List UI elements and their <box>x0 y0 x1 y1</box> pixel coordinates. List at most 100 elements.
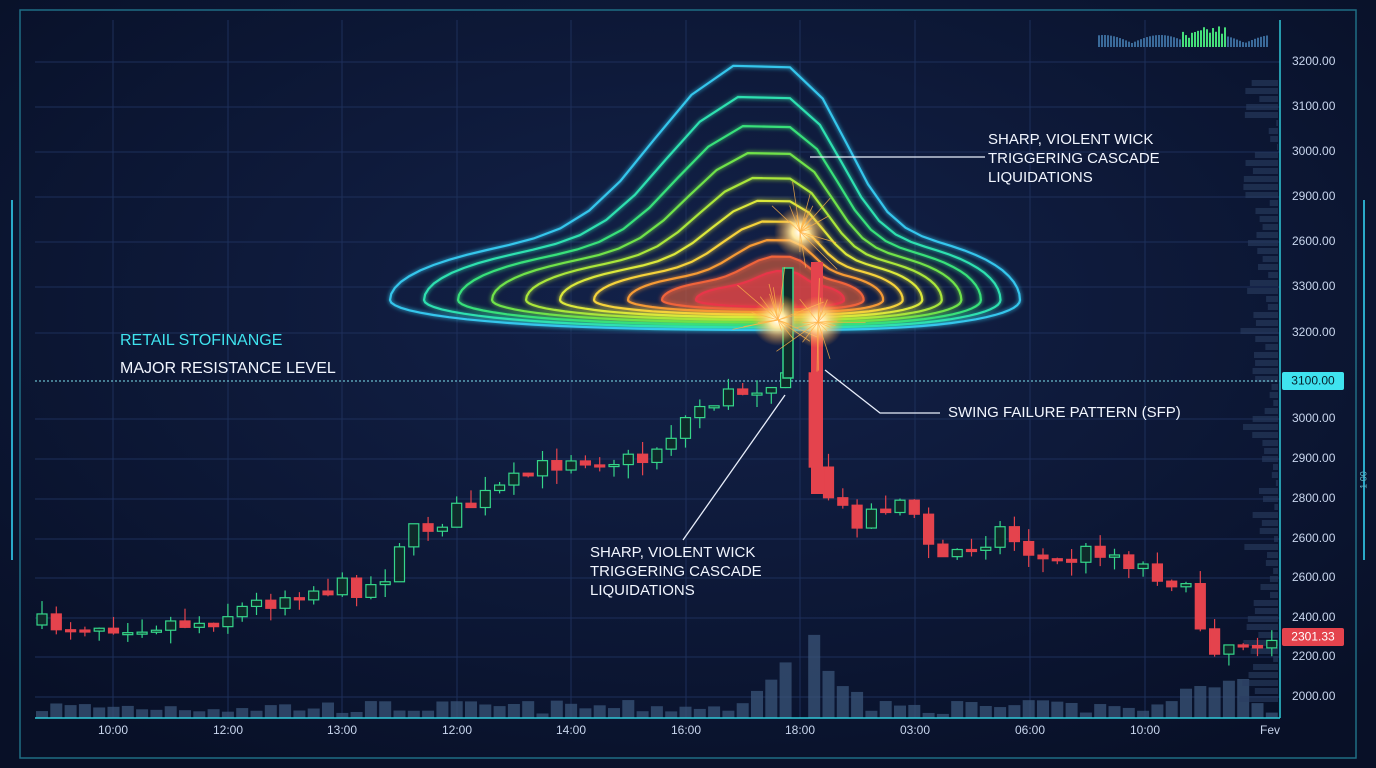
volume-bar <box>1194 686 1207 718</box>
spark-ray <box>816 321 819 372</box>
volume-bar <box>107 706 120 718</box>
spark-ray <box>799 231 820 243</box>
candle-body <box>908 499 920 515</box>
mini-bar <box>1101 35 1103 47</box>
candle-body <box>336 577 348 596</box>
y-tick-label: 2600.00 <box>1292 531 1336 545</box>
depth-bar <box>1247 288 1278 294</box>
mini-bar <box>1221 33 1223 47</box>
spark-ray <box>771 205 801 233</box>
candle-body <box>351 577 363 598</box>
depth-bar <box>1269 576 1278 582</box>
current-tag <box>1282 628 1344 646</box>
depth-bar <box>1252 512 1278 518</box>
candle-body <box>536 460 549 477</box>
annotation: SHARP, VIOLENT WICK <box>988 131 1153 148</box>
mini-bar <box>1260 36 1262 47</box>
volume-bar <box>951 701 964 718</box>
depth-bar <box>1246 624 1278 630</box>
depth-bar <box>1270 592 1278 598</box>
depth-bar <box>1259 96 1278 102</box>
volume-bar <box>565 703 578 718</box>
candle-body <box>393 546 406 583</box>
volume-bar <box>136 709 149 718</box>
candle-body <box>222 616 234 628</box>
mini-bar <box>1251 39 1253 47</box>
spark-ray <box>789 205 801 233</box>
x-tick-label: 12:00 <box>442 723 472 737</box>
volume-bar <box>179 710 191 718</box>
y-tick-label: 2200.00 <box>1292 649 1336 663</box>
volume-bar <box>1208 687 1221 718</box>
mini-bar <box>1164 35 1166 47</box>
mini-bar <box>1233 38 1235 47</box>
resistance-tag-text: 3100.00 <box>1291 374 1335 388</box>
mini-bar <box>1200 30 1202 47</box>
depth-bar <box>1264 408 1278 414</box>
candle-body <box>851 504 863 529</box>
mini-bar <box>1107 35 1109 47</box>
x-tick-label: 10:00 <box>1130 723 1160 737</box>
candle-body <box>1137 563 1149 570</box>
volume-bar <box>1151 704 1164 718</box>
mini-bar <box>1248 41 1250 47</box>
contour <box>558 199 924 319</box>
mini-bar <box>1098 35 1100 47</box>
mini-bar <box>1173 37 1175 47</box>
candle-body <box>1251 644 1264 649</box>
depth-bar <box>1269 200 1278 206</box>
volume-bar <box>379 701 392 718</box>
depth-bar <box>1269 392 1278 398</box>
candle-body <box>250 599 263 608</box>
volume-bar <box>693 708 706 718</box>
mini-bar <box>1242 42 1244 47</box>
candle-body <box>79 629 91 633</box>
volume-bar <box>322 702 334 718</box>
volume-bar <box>836 686 849 718</box>
spark-ray <box>802 321 819 323</box>
depth-bar <box>1274 504 1278 510</box>
volume-bar <box>207 709 220 718</box>
spark-ray <box>817 312 827 323</box>
y-tick-label: 2600.00 <box>1292 570 1336 584</box>
y-tick-label: 3200.00 <box>1292 54 1336 68</box>
mini-bar <box>1224 27 1226 47</box>
mini-bar <box>1212 28 1214 47</box>
mini-bar <box>1122 39 1124 47</box>
depth-bar <box>1272 464 1278 470</box>
spark-ray <box>799 193 811 233</box>
mini-bar <box>1113 36 1115 47</box>
frame <box>19 9 1357 759</box>
y-tick-label: 3300.00 <box>1292 279 1336 293</box>
depth-bar <box>1253 664 1278 670</box>
mini-bar <box>1197 30 1199 47</box>
depth-bar <box>1243 176 1278 182</box>
spark-ray <box>777 303 785 321</box>
candle-body <box>522 472 534 477</box>
annotation: SWING FAILURE PATTERN (SFP) <box>948 404 1181 421</box>
volume-bar <box>708 706 721 718</box>
candle-body <box>64 629 77 633</box>
volume-bar <box>679 706 692 718</box>
depth-bar <box>1245 160 1278 166</box>
depth-bar <box>1252 416 1278 422</box>
candle-body <box>679 417 692 439</box>
candle-body <box>865 508 878 529</box>
mini-bar <box>1155 35 1157 47</box>
spark-ray <box>751 312 779 321</box>
candle-body <box>422 523 434 532</box>
depth-bar <box>1246 104 1278 110</box>
volume-bar <box>779 662 792 718</box>
spark-ray <box>817 321 831 328</box>
x-tick-label: 06:00 <box>1015 723 1045 737</box>
depth-bar <box>1277 144 1278 150</box>
depth-bar <box>1258 632 1278 638</box>
mini-bar <box>1152 35 1154 47</box>
candle-body <box>1080 545 1092 563</box>
volume-bar <box>665 711 678 718</box>
candle-body <box>551 460 563 471</box>
volume <box>36 80 1278 718</box>
x-tick-label: 14:00 <box>556 723 586 737</box>
candle-body <box>1037 554 1049 560</box>
candle-body <box>1051 558 1063 562</box>
